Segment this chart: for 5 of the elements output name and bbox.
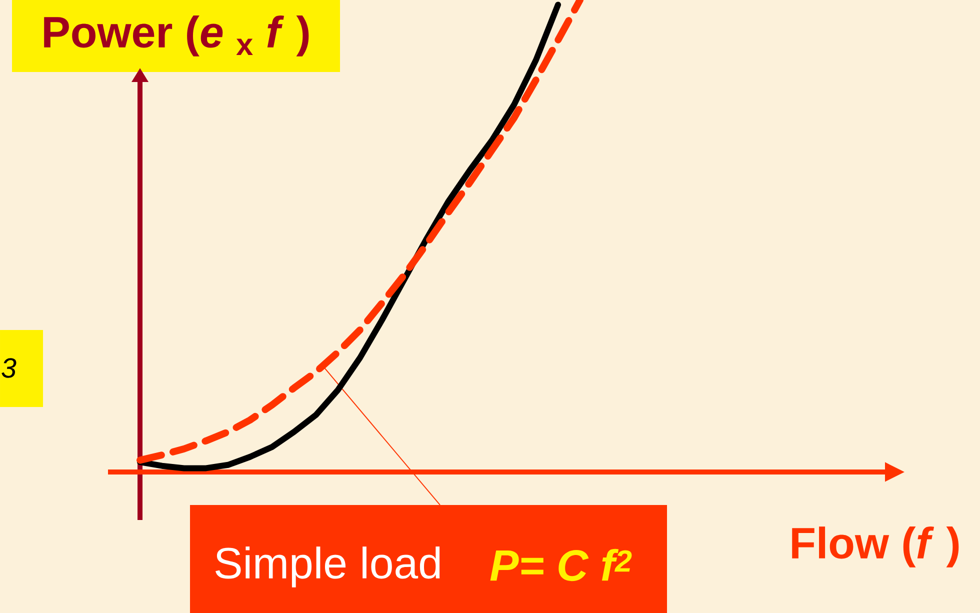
text: Simple load — [216, 546, 440, 588]
x-axis-title: Flow (f ) — [792, 526, 959, 568]
text: P= C f$^{2}$ — [490, 548, 632, 582]
y-axis-title: Power (e $_{x}$ f ) — [44, 16, 309, 56]
text: 3 — [2, 358, 16, 378]
